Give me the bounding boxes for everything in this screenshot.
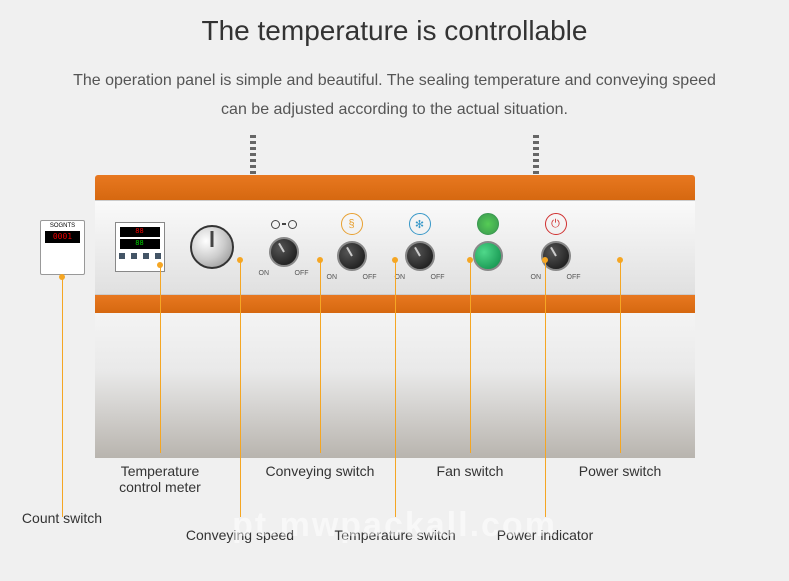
fan-switch-group: ✻ ONOFF: [395, 213, 445, 281]
callout-label: Power indicator: [497, 527, 594, 543]
callout-line: [470, 260, 471, 453]
callout-dot: [317, 257, 323, 263]
conveying-switch[interactable]: [269, 237, 299, 267]
callout-label: Conveying speed: [186, 527, 294, 543]
callout-dot: [542, 257, 548, 263]
fan-icon: ✻: [409, 213, 431, 235]
callout-line: [160, 265, 161, 453]
onoff-label: ONOFF: [327, 274, 377, 281]
page-subtitle: The operation panel is simple and beauti…: [0, 47, 789, 135]
count-display: 0001: [45, 231, 80, 243]
callout-label: Count switch: [22, 510, 102, 526]
onoff-label: ONOFF: [531, 274, 581, 281]
diagram-area: SOGNTS 0001 88 88 ONOFF § ONOFF: [0, 135, 789, 555]
power-icon: ⏻: [545, 213, 567, 235]
callout-label: Fan switch: [437, 463, 504, 479]
callout-dot: [59, 274, 65, 280]
page-title: The temperature is controllable: [0, 0, 789, 47]
callout-dot: [392, 257, 398, 263]
callout-line: [620, 260, 621, 453]
callout-dot: [237, 257, 243, 263]
onoff-label: ONOFF: [259, 270, 309, 277]
callout-label: Temperature switch: [334, 527, 455, 543]
callout-line: [320, 260, 321, 453]
fan-switch[interactable]: [405, 241, 435, 271]
callout-label: Power switch: [579, 463, 661, 479]
power-switch-group: ⏻ ONOFF: [531, 213, 581, 281]
indicator-icon: [477, 213, 499, 235]
temp-pv: 88: [120, 227, 160, 237]
onoff-label: ONOFF: [395, 274, 445, 281]
temperature-switch-group: § ONOFF: [327, 213, 377, 281]
callout-line: [545, 260, 546, 517]
callout-label: Conveying switch: [266, 463, 375, 479]
callout-line: [240, 260, 241, 517]
count-brand: SOGNTS: [41, 223, 84, 229]
chain-left: [250, 135, 256, 175]
temp-sv: 88: [120, 239, 160, 249]
callout-dot: [467, 257, 473, 263]
callout-label: Temperature control meter: [119, 463, 201, 497]
callout-line: [62, 277, 63, 517]
temp-buttons: [116, 253, 164, 259]
callout-dot: [157, 262, 163, 268]
conveying-switch-group: ONOFF: [259, 217, 309, 277]
callout-line: [395, 260, 396, 517]
callout-dot: [617, 257, 623, 263]
chain-right: [533, 135, 539, 175]
count-meter: SOGNTS 0001: [40, 220, 85, 275]
conveyor-icon: [271, 217, 297, 231]
power-indicator: [473, 241, 503, 271]
heat-icon: §: [341, 213, 363, 235]
panel-top-edge: [95, 175, 695, 200]
speed-knob[interactable]: [190, 225, 234, 269]
temperature-switch[interactable]: [337, 241, 367, 271]
